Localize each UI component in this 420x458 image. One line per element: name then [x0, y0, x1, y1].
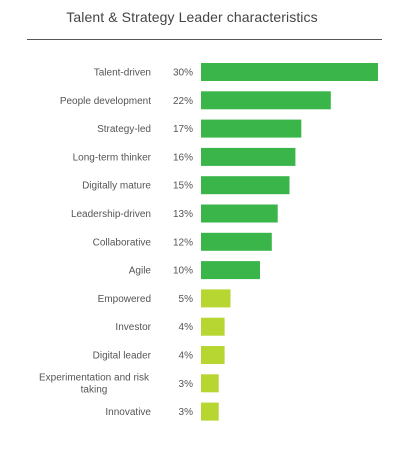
bar-innovative [201, 402, 219, 421]
category-label-investor: Investor [115, 322, 151, 333]
category-label-people-development: People development [60, 96, 151, 107]
bar-digital-leader [201, 346, 225, 364]
bar-digitally-mature [201, 176, 290, 195]
bar-talent-driven [201, 63, 378, 81]
category-label-empowered: Empowered [98, 294, 151, 305]
chart-title: Talent & Strategy Leader characteristics [66, 9, 318, 25]
value-label-agile: 10% [173, 266, 193, 277]
bar-investor [201, 317, 225, 336]
bar-collaborative [201, 232, 272, 251]
value-label-long-term-thinker: 16% [173, 152, 193, 163]
bar-strategy-led [201, 119, 302, 138]
bar-agile [201, 261, 260, 280]
bar-experimentation-and-risk-taking [201, 374, 219, 393]
value-label-digital-leader: 4% [179, 351, 194, 362]
category-label-strategy-led: Strategy-led [97, 124, 151, 135]
category-label-long-term-thinker: Long-term thinker [73, 152, 152, 163]
title-divider [27, 39, 382, 40]
value-label-collaborative: 12% [173, 237, 193, 248]
bar-empowered [201, 289, 231, 308]
value-label-people-development: 22% [173, 96, 193, 107]
category-label-leadership-driven: Leadership-driven [71, 209, 151, 220]
category-label-talent-driven: Talent-driven [94, 68, 151, 79]
value-label-experimentation-and-risk-taking: 3% [179, 379, 194, 390]
value-label-investor: 4% [179, 322, 194, 333]
value-label-digitally-mature: 15% [173, 181, 193, 192]
value-label-strategy-led: 17% [173, 124, 193, 135]
value-label-innovative: 3% [179, 407, 194, 418]
category-label-collaborative: Collaborative [93, 237, 152, 248]
bar-people-development [201, 91, 331, 110]
category-label-experimentation-and-risk-taking: Experimentation and risk taking [39, 372, 150, 395]
bar-leadership-driven [201, 204, 278, 223]
category-label-digitally-mature: Digitally mature [82, 181, 151, 192]
bar-long-term-thinker [201, 147, 296, 166]
category-label-digital-leader: Digital leader [93, 351, 152, 362]
category-label-innovative: Innovative [105, 407, 151, 418]
value-label-talent-driven: 30% [173, 68, 193, 79]
category-label-agile: Agile [129, 266, 152, 277]
value-label-leadership-driven: 13% [173, 209, 193, 220]
value-label-empowered: 5% [179, 294, 194, 305]
